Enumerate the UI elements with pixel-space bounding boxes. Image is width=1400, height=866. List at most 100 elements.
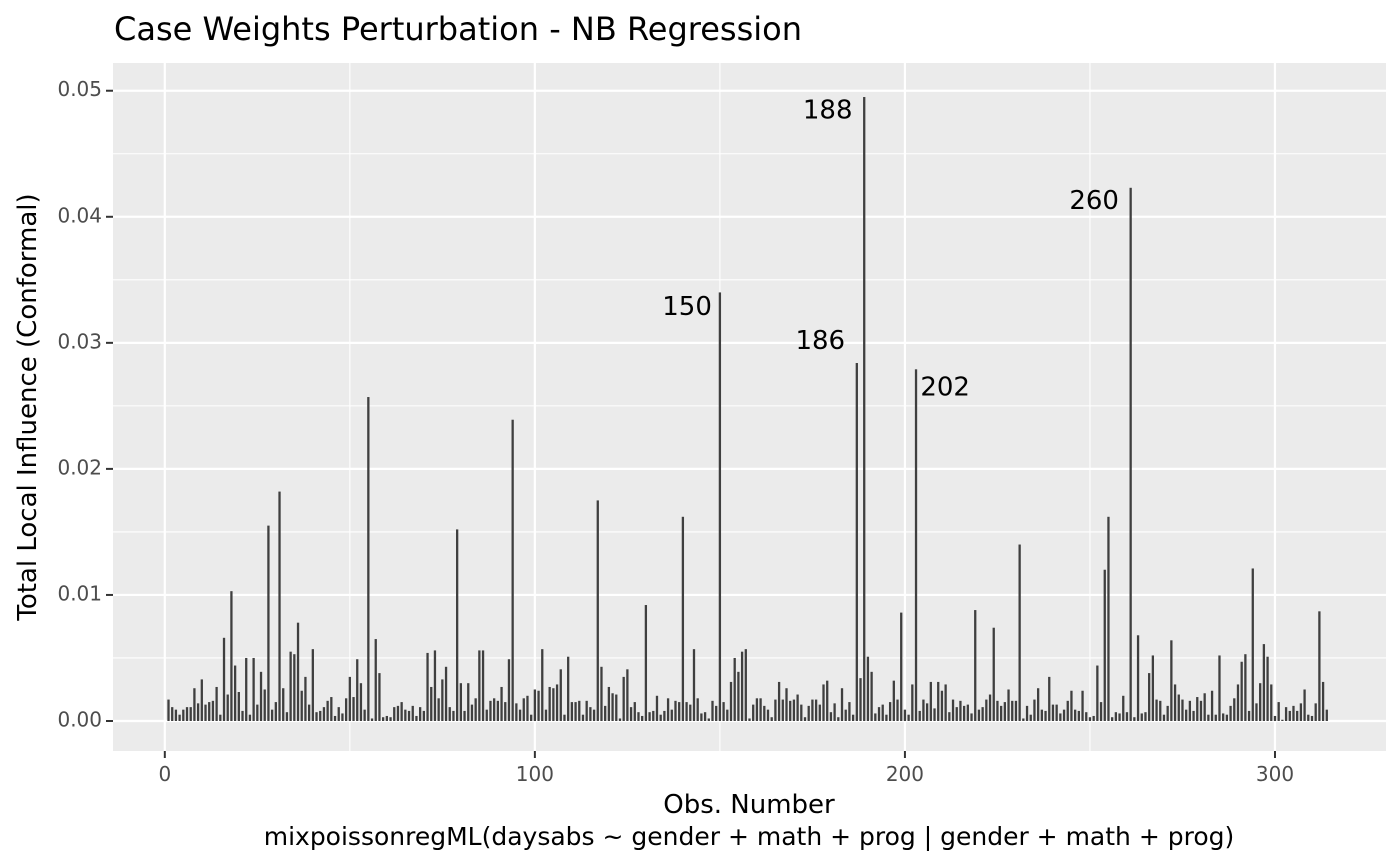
bar <box>333 715 337 721</box>
bar <box>574 702 577 721</box>
bar <box>1051 704 1055 721</box>
bar <box>474 698 477 721</box>
bar <box>988 694 992 721</box>
bar <box>307 704 311 721</box>
bar <box>356 659 359 721</box>
bar <box>703 712 707 721</box>
bar <box>496 700 500 721</box>
bar <box>1081 690 1084 721</box>
bar <box>267 525 270 721</box>
bar <box>1262 644 1266 721</box>
bar <box>282 688 285 721</box>
bar <box>348 676 351 721</box>
bar <box>1251 568 1254 721</box>
bar <box>1148 673 1151 721</box>
bar <box>393 707 396 721</box>
bar <box>1310 715 1314 721</box>
bar <box>263 689 266 721</box>
bar <box>763 705 766 721</box>
bar <box>396 705 400 721</box>
bar <box>378 673 381 721</box>
bar <box>740 651 744 721</box>
x-tick-label: 0 <box>158 762 171 786</box>
bar <box>1244 654 1247 721</box>
bar <box>1025 705 1029 721</box>
bar <box>563 714 566 721</box>
bar <box>1003 702 1006 721</box>
bar <box>1144 712 1147 721</box>
bar <box>326 700 329 721</box>
bar <box>1299 703 1303 721</box>
bar <box>530 714 533 721</box>
bar <box>1077 710 1080 721</box>
bar <box>789 700 792 721</box>
bar <box>511 419 514 721</box>
bar <box>811 699 814 721</box>
bar <box>859 678 862 721</box>
bar-annotation: 260 <box>1069 186 1119 216</box>
bar <box>1288 710 1291 721</box>
bar <box>300 690 303 721</box>
bar <box>737 671 740 721</box>
bar <box>611 693 614 721</box>
bar <box>552 688 555 721</box>
bar <box>359 683 363 721</box>
bar <box>1277 702 1280 721</box>
bar <box>641 715 644 721</box>
bar <box>718 292 722 721</box>
bar <box>700 713 703 721</box>
bar <box>404 709 407 721</box>
bar <box>1303 689 1306 721</box>
bar <box>204 704 207 721</box>
bar <box>833 703 836 721</box>
x-tick-label: 200 <box>886 762 924 786</box>
bar <box>1196 697 1199 721</box>
bar <box>626 669 629 721</box>
bar <box>770 717 773 721</box>
bar <box>322 707 326 721</box>
bar <box>870 671 873 721</box>
bar <box>559 669 562 721</box>
x-tick-label: 100 <box>516 762 554 786</box>
bar <box>537 690 540 721</box>
bar <box>670 709 673 721</box>
bar <box>174 709 178 721</box>
bar <box>1270 684 1273 721</box>
bar <box>270 709 274 721</box>
bar <box>1321 681 1325 721</box>
bar <box>533 689 537 721</box>
bar <box>374 639 377 721</box>
bar <box>1236 684 1240 721</box>
bar <box>855 363 858 721</box>
bar <box>966 704 969 721</box>
chart-caption: mixpoissonregML(daysabs ~ gender + math … <box>264 822 1235 851</box>
bar <box>803 717 807 721</box>
bar <box>752 704 755 721</box>
bar <box>1033 699 1036 721</box>
bar <box>962 705 966 721</box>
bar <box>1325 709 1328 721</box>
bar <box>448 707 451 721</box>
bar <box>633 702 636 721</box>
bar <box>415 715 418 721</box>
bar <box>1022 718 1025 721</box>
bar <box>330 697 333 721</box>
bar <box>1247 710 1251 721</box>
y-axis-label: Total Local Influence (Conformal) <box>13 193 43 621</box>
bar <box>629 707 633 721</box>
bar <box>296 622 300 721</box>
bar <box>892 680 895 721</box>
bar <box>1188 700 1192 721</box>
bar <box>344 698 348 721</box>
bar <box>467 683 470 721</box>
bar <box>955 707 958 721</box>
bar <box>1055 704 1058 721</box>
bar <box>567 656 570 721</box>
bar <box>744 649 747 721</box>
bar <box>578 700 581 721</box>
bar <box>1129 187 1132 721</box>
bar <box>411 705 414 721</box>
bar <box>800 704 803 721</box>
bar <box>755 698 759 721</box>
